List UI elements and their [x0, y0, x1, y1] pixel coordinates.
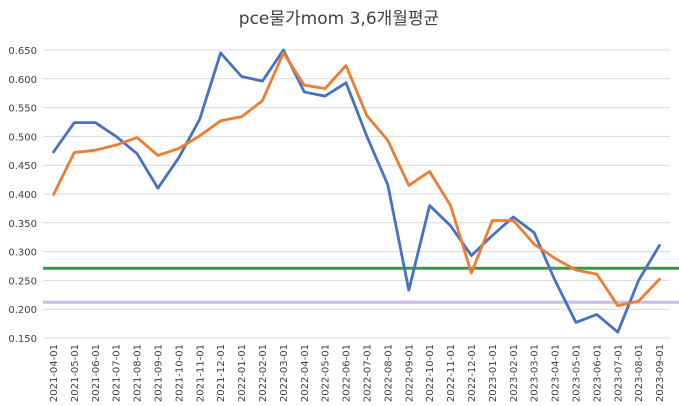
- y-tick-label: 0.250: [8, 276, 37, 287]
- x-tick-label: 2022-02-01: [258, 344, 269, 402]
- reference-lines: [43, 266, 679, 304]
- y-tick-label: 0.500: [8, 132, 37, 143]
- y-tick-label: 0.200: [8, 305, 37, 316]
- y-axis: 0.150 0.200 0.250 0.300 0.350 0.400 0.450 0.500…: [8, 46, 37, 345]
- y-tick-label: 0.650: [8, 46, 37, 57]
- x-axis: 2021-04-01 2021-05-01 2021-06-01 2021-07-01…: [49, 344, 666, 402]
- x-tick-label: 2021-08-01: [133, 344, 144, 402]
- x-tick-label: 2022-10-01: [425, 344, 436, 402]
- chart-title: pce물가mom 3,6개월평균: [239, 9, 439, 29]
- x-tick-label: 2021-10-01: [174, 344, 185, 402]
- y-tick-label: 0.550: [8, 104, 37, 115]
- series-line-2: [52, 51, 661, 308]
- x-tick-label: 2022-11-01: [446, 344, 457, 402]
- y-tick-label: 0.400: [8, 190, 37, 201]
- y-tick-label: 0.350: [8, 219, 37, 230]
- x-tick-label: 2021-05-01: [70, 344, 81, 402]
- series-line-1: [52, 48, 661, 334]
- x-tick-label: 2021-06-01: [91, 344, 102, 402]
- x-tick-label: 2023-02-01: [509, 344, 520, 402]
- y-tick-label: 0.150: [8, 334, 37, 345]
- x-tick-label: 2023-03-01: [530, 344, 541, 402]
- y-tick-label: 0.600: [8, 75, 37, 86]
- y-tick-label: 0.450: [8, 161, 37, 172]
- y-tick-label: 0.300: [8, 248, 37, 259]
- x-tick-label: 2022-09-01: [404, 344, 415, 402]
- x-tick-label: 2023-06-01: [592, 344, 603, 402]
- x-tick-label: 2023-01-01: [488, 344, 499, 402]
- x-tick-label: 2022-01-01: [237, 344, 248, 402]
- x-tick-label: 2023-04-01: [551, 344, 562, 402]
- x-tick-label: 2022-06-01: [342, 344, 353, 402]
- x-tick-label: 2023-05-01: [571, 344, 582, 402]
- x-tick-label: 2022-08-01: [383, 344, 394, 402]
- x-tick-label: 2022-05-01: [321, 344, 332, 402]
- x-tick-label: 2023-07-01: [613, 344, 624, 402]
- x-tick-label: 2022-07-01: [362, 344, 373, 402]
- x-tick-label: 2021-07-01: [112, 344, 123, 402]
- x-tick-label: 2022-04-01: [300, 344, 311, 402]
- x-tick-label: 2021-09-01: [153, 344, 164, 402]
- x-tick-label: 2021-04-01: [49, 344, 60, 402]
- x-tick-label: 2023-08-01: [634, 344, 645, 402]
- x-tick-label: 2022-12-01: [467, 344, 478, 402]
- x-tick-label: 2022-03-01: [279, 344, 290, 402]
- x-tick-label: 2023-09-01: [655, 344, 666, 402]
- series-lines: [52, 48, 661, 334]
- x-tick-label: 2021-11-01: [195, 344, 206, 402]
- x-tick-label: 2021-12-01: [216, 344, 227, 402]
